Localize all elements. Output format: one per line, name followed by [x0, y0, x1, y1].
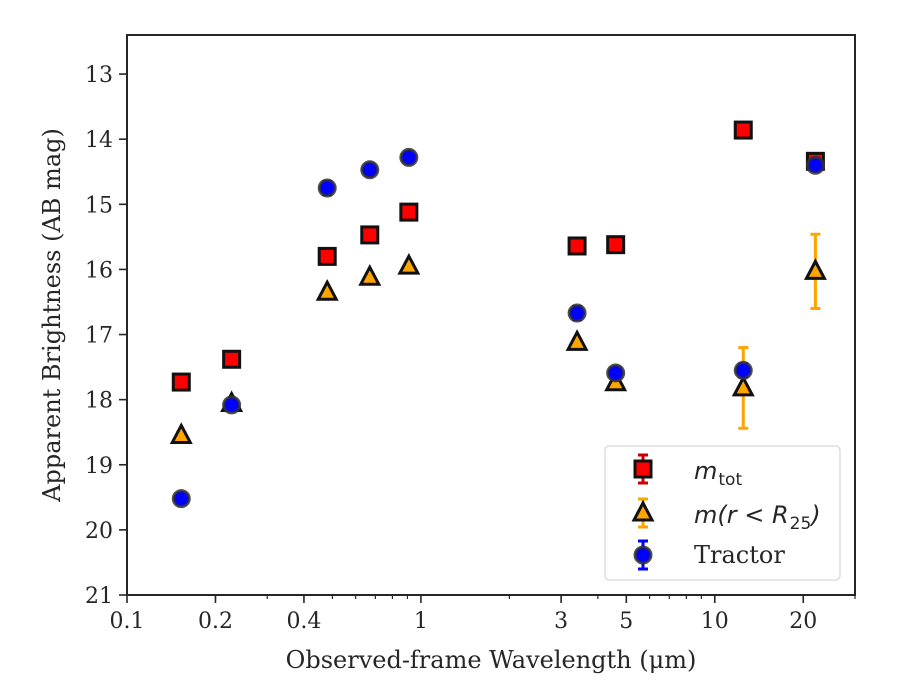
y-tick-label: 15	[85, 193, 113, 218]
y-tick-label: 14	[85, 128, 113, 153]
mtot-point	[733, 120, 753, 140]
mtot-point	[606, 235, 626, 255]
legend-marker-mtot	[633, 459, 653, 479]
y-tick-label: 19	[85, 454, 113, 479]
mtot-point	[171, 372, 191, 392]
legend-box	[604, 445, 841, 581]
mr25-point	[803, 258, 827, 280]
mr25-point	[315, 279, 339, 301]
y-tick-label: 17	[85, 324, 113, 349]
mtot-point	[360, 225, 380, 245]
mtot-point	[317, 246, 337, 266]
tractor-point	[606, 363, 626, 383]
mr25-point	[731, 374, 755, 397]
y-tick-label: 18	[85, 389, 113, 414]
legend-label-mtot: mtot	[694, 457, 742, 490]
mr25-point	[397, 252, 421, 275]
x-tick-label: 0.4	[286, 609, 321, 634]
x-tick-label: 5	[619, 609, 633, 634]
x-tick-label: 20	[789, 609, 817, 634]
mr25-point	[169, 422, 193, 444]
mtot-point	[222, 349, 242, 369]
y-tick-label: 13	[85, 63, 113, 88]
y-tick-label: 21	[85, 584, 113, 609]
legend-marker-tractor	[633, 545, 653, 565]
y-axis-ticks: 13 14 15 16 17 18 19 20 21	[85, 63, 127, 609]
mr25-point	[358, 264, 382, 286]
x-tick-label: 0.2	[198, 609, 233, 634]
tractor-point	[805, 155, 825, 175]
x-tick-label: 0.1	[110, 609, 145, 634]
x-axis-ticks: 0.1 0.2 0.4 1 3 5 10 20	[110, 595, 817, 634]
legend-marker-mr25	[631, 499, 655, 522]
mtot-point	[399, 202, 419, 222]
x-tick-label: 1	[414, 609, 428, 634]
x-tick-label: 10	[701, 609, 729, 634]
tractor-point	[399, 147, 419, 167]
data-markers	[169, 120, 827, 509]
mtot-point	[567, 236, 587, 256]
tractor-point	[733, 360, 753, 380]
tractor-point	[360, 160, 380, 180]
legend-label-mr25: m(r < R25)	[694, 501, 821, 534]
y-tick-label: 20	[85, 519, 113, 544]
plot-frame	[126, 34, 856, 596]
mr25-point	[565, 329, 589, 351]
tractor-point	[222, 395, 242, 415]
tractor-point	[171, 489, 191, 509]
tractor-point	[317, 178, 337, 198]
legend-label-tractor: Tractor	[694, 541, 785, 569]
legend: mtot m(r < R25) Tractor	[604, 445, 841, 581]
x-axis-label: Observed-frame Wavelength (μm)	[286, 646, 697, 674]
y-axis-label: Apparent Brightness (AB mag)	[38, 128, 66, 503]
legend-handles	[631, 453, 655, 571]
tractor-point	[567, 303, 587, 323]
x-tick-label: 3	[554, 609, 568, 634]
y-tick-label: 16	[85, 258, 113, 283]
